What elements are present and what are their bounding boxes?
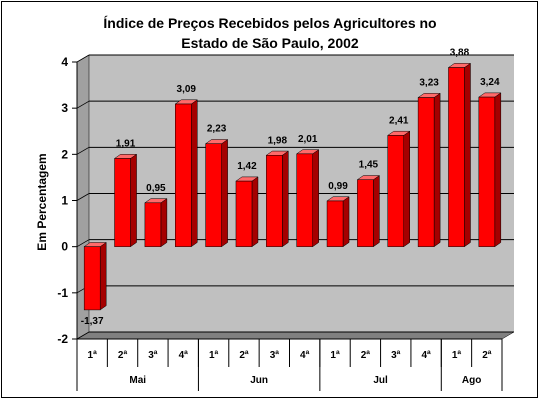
bar-side [221, 139, 228, 248]
bar-side [373, 175, 380, 248]
bar [478, 96, 496, 247]
y-tick-label: -2 [57, 332, 68, 346]
data-label: 1,42 [237, 161, 257, 172]
bar-side [464, 62, 471, 248]
x-group-label: Jun [250, 375, 268, 386]
bar [387, 135, 404, 247]
gridline-side [76, 193, 90, 201]
data-label: 1,45 [359, 160, 379, 171]
bar-side [130, 153, 137, 248]
bar-side [99, 241, 107, 311]
bar-side [160, 198, 168, 248]
x-group-label: Mai [129, 375, 146, 386]
y-tick-label: 2 [61, 147, 68, 161]
gridline-side [76, 54, 90, 63]
x-tick-label: 1ª [209, 350, 219, 361]
data-label: -1,37 [81, 316, 104, 327]
x-tick-label: 3ª [391, 350, 401, 361]
bar-side [282, 150, 289, 248]
data-label: 0,95 [146, 183, 166, 194]
y-tick-label: 4 [61, 55, 68, 69]
x-tick-label: 3ª [270, 350, 280, 361]
gridline-side [76, 239, 90, 248]
bar [326, 200, 344, 247]
bar-side [403, 130, 410, 248]
bar-side [494, 92, 502, 248]
bar [205, 143, 222, 247]
bar [175, 103, 192, 247]
plot-floor [76, 331, 515, 340]
gridline-side [76, 146, 90, 155]
y-tick-label: 3 [61, 101, 68, 115]
data-label: 3,88 [450, 48, 470, 59]
x-tick-label: 1ª [88, 350, 98, 361]
data-label: 1,98 [268, 135, 288, 146]
x-tick-label: 1ª [452, 350, 462, 361]
x-tick-label: 1ª [330, 350, 340, 361]
data-label: 2,41 [389, 115, 409, 126]
x-tick-label: 2ª [361, 350, 371, 361]
x-group-label: Ago [462, 375, 481, 386]
data-label: 2,01 [298, 134, 318, 145]
bar [83, 246, 101, 311]
y-axis-label: Em Percentagem [35, 153, 49, 250]
x-tick-label: 2ª [118, 350, 128, 361]
gridline-side [76, 100, 90, 109]
bar [114, 158, 131, 247]
bar [266, 155, 283, 247]
x-tick-label: 4ª [421, 350, 431, 361]
data-label: 3,09 [177, 84, 197, 95]
bar-side [251, 176, 259, 248]
data-label: 3,23 [419, 78, 439, 89]
chart-title-line-2: Estado de São Paulo, 2002 [181, 35, 359, 51]
data-label: 1,91 [116, 138, 136, 149]
bar-side [191, 99, 198, 248]
x-tick-label: 4ª [300, 350, 310, 361]
data-label: 0,99 [328, 181, 348, 192]
x-tick-label: 2ª [239, 350, 249, 361]
x-tick-label: 2ª [482, 350, 492, 361]
x-tick-label: 4ª [179, 350, 189, 361]
chart-title: Índice de Preços Recebidos pelos Agricul… [103, 15, 436, 51]
x-group-label: Jul [373, 375, 388, 386]
bar [144, 202, 162, 247]
bar [417, 97, 435, 247]
bar [235, 180, 253, 247]
data-label: 2,23 [207, 124, 227, 135]
bar-side [433, 92, 441, 248]
y-tick-label: 1 [61, 194, 68, 208]
chart-title-line-1: Índice de Preços Recebidos pelos Agricul… [103, 15, 436, 31]
data-label: 3,24 [480, 77, 500, 88]
y-tick-label: 0 [61, 240, 68, 254]
x-tick-label: 3ª [148, 350, 158, 361]
gridline-side [76, 331, 90, 340]
bar [448, 67, 465, 247]
bar [357, 179, 374, 247]
y-tick-label: -1 [57, 286, 68, 300]
bar-side [342, 196, 350, 248]
bar [296, 153, 313, 247]
bar-side [312, 149, 319, 248]
